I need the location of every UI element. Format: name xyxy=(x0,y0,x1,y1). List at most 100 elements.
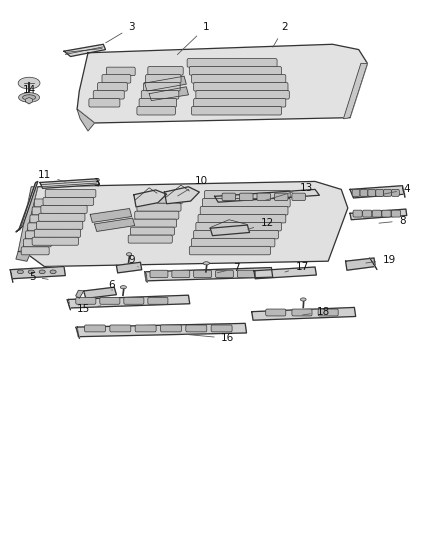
FancyBboxPatch shape xyxy=(205,190,290,199)
FancyBboxPatch shape xyxy=(124,297,144,304)
Polygon shape xyxy=(22,181,348,266)
FancyBboxPatch shape xyxy=(131,227,174,235)
Polygon shape xyxy=(76,290,84,298)
FancyBboxPatch shape xyxy=(25,231,53,239)
Text: 9: 9 xyxy=(128,255,138,267)
FancyBboxPatch shape xyxy=(146,75,181,83)
Polygon shape xyxy=(252,308,356,320)
FancyBboxPatch shape xyxy=(196,222,282,231)
FancyBboxPatch shape xyxy=(135,211,179,219)
FancyBboxPatch shape xyxy=(21,247,49,255)
Text: 14: 14 xyxy=(22,85,36,95)
Polygon shape xyxy=(16,181,38,232)
FancyBboxPatch shape xyxy=(34,199,61,207)
Ellipse shape xyxy=(120,286,127,289)
FancyBboxPatch shape xyxy=(318,309,338,316)
Text: 11: 11 xyxy=(38,170,66,182)
Text: 13: 13 xyxy=(265,183,313,200)
Text: 1: 1 xyxy=(177,22,209,54)
Polygon shape xyxy=(346,258,375,270)
FancyBboxPatch shape xyxy=(76,297,96,304)
Polygon shape xyxy=(149,87,188,101)
Polygon shape xyxy=(67,300,71,310)
FancyBboxPatch shape xyxy=(266,309,286,316)
Text: 3: 3 xyxy=(106,22,135,43)
FancyBboxPatch shape xyxy=(198,214,286,223)
Text: 4: 4 xyxy=(383,184,410,195)
FancyBboxPatch shape xyxy=(360,189,368,196)
FancyBboxPatch shape xyxy=(292,193,305,200)
FancyBboxPatch shape xyxy=(128,235,172,243)
FancyBboxPatch shape xyxy=(137,107,175,115)
FancyBboxPatch shape xyxy=(191,238,275,247)
FancyBboxPatch shape xyxy=(144,83,180,91)
Text: 6: 6 xyxy=(109,280,115,290)
FancyBboxPatch shape xyxy=(189,67,282,75)
Polygon shape xyxy=(68,295,190,308)
FancyBboxPatch shape xyxy=(211,325,232,332)
FancyBboxPatch shape xyxy=(384,189,392,196)
FancyBboxPatch shape xyxy=(352,189,360,196)
Text: 3: 3 xyxy=(93,177,100,188)
Polygon shape xyxy=(343,63,367,119)
FancyBboxPatch shape xyxy=(148,67,183,75)
Polygon shape xyxy=(145,76,186,91)
FancyBboxPatch shape xyxy=(139,195,183,203)
FancyBboxPatch shape xyxy=(191,75,286,83)
FancyBboxPatch shape xyxy=(215,270,233,278)
FancyBboxPatch shape xyxy=(194,230,279,239)
Polygon shape xyxy=(210,225,250,236)
Text: 17: 17 xyxy=(285,262,309,272)
Polygon shape xyxy=(370,258,377,270)
FancyBboxPatch shape xyxy=(148,297,168,304)
FancyBboxPatch shape xyxy=(98,83,127,91)
Polygon shape xyxy=(164,187,199,204)
FancyBboxPatch shape xyxy=(110,325,131,332)
Ellipse shape xyxy=(203,262,209,265)
Ellipse shape xyxy=(18,93,39,102)
Polygon shape xyxy=(11,270,13,282)
Polygon shape xyxy=(16,252,30,261)
Polygon shape xyxy=(215,189,319,202)
Ellipse shape xyxy=(17,270,23,273)
FancyBboxPatch shape xyxy=(106,67,135,76)
FancyBboxPatch shape xyxy=(32,207,60,215)
Polygon shape xyxy=(18,187,38,252)
Text: 2: 2 xyxy=(273,22,288,47)
Polygon shape xyxy=(95,218,135,231)
FancyBboxPatch shape xyxy=(39,213,85,221)
Text: 8: 8 xyxy=(379,216,406,226)
FancyBboxPatch shape xyxy=(186,325,207,332)
FancyBboxPatch shape xyxy=(392,189,399,196)
FancyBboxPatch shape xyxy=(141,91,179,99)
FancyBboxPatch shape xyxy=(353,210,362,217)
Ellipse shape xyxy=(127,253,132,256)
Ellipse shape xyxy=(28,270,34,273)
Polygon shape xyxy=(117,262,142,273)
FancyBboxPatch shape xyxy=(237,270,255,278)
Polygon shape xyxy=(77,324,247,337)
Text: 18: 18 xyxy=(303,306,330,317)
FancyBboxPatch shape xyxy=(28,223,56,231)
FancyBboxPatch shape xyxy=(43,197,94,205)
FancyBboxPatch shape xyxy=(240,193,253,200)
Polygon shape xyxy=(145,272,148,282)
FancyBboxPatch shape xyxy=(368,189,376,196)
Ellipse shape xyxy=(18,77,40,89)
Text: 15: 15 xyxy=(77,304,101,314)
FancyBboxPatch shape xyxy=(34,229,81,237)
FancyBboxPatch shape xyxy=(275,193,288,200)
FancyBboxPatch shape xyxy=(137,203,181,211)
FancyBboxPatch shape xyxy=(93,91,124,99)
FancyBboxPatch shape xyxy=(194,99,286,107)
FancyBboxPatch shape xyxy=(196,91,289,99)
FancyBboxPatch shape xyxy=(41,205,87,213)
Polygon shape xyxy=(134,190,166,207)
Text: 10: 10 xyxy=(178,176,208,196)
Ellipse shape xyxy=(300,298,306,301)
FancyBboxPatch shape xyxy=(45,189,96,197)
FancyBboxPatch shape xyxy=(376,189,384,196)
Polygon shape xyxy=(403,185,405,197)
FancyBboxPatch shape xyxy=(85,325,106,332)
Ellipse shape xyxy=(39,270,45,273)
